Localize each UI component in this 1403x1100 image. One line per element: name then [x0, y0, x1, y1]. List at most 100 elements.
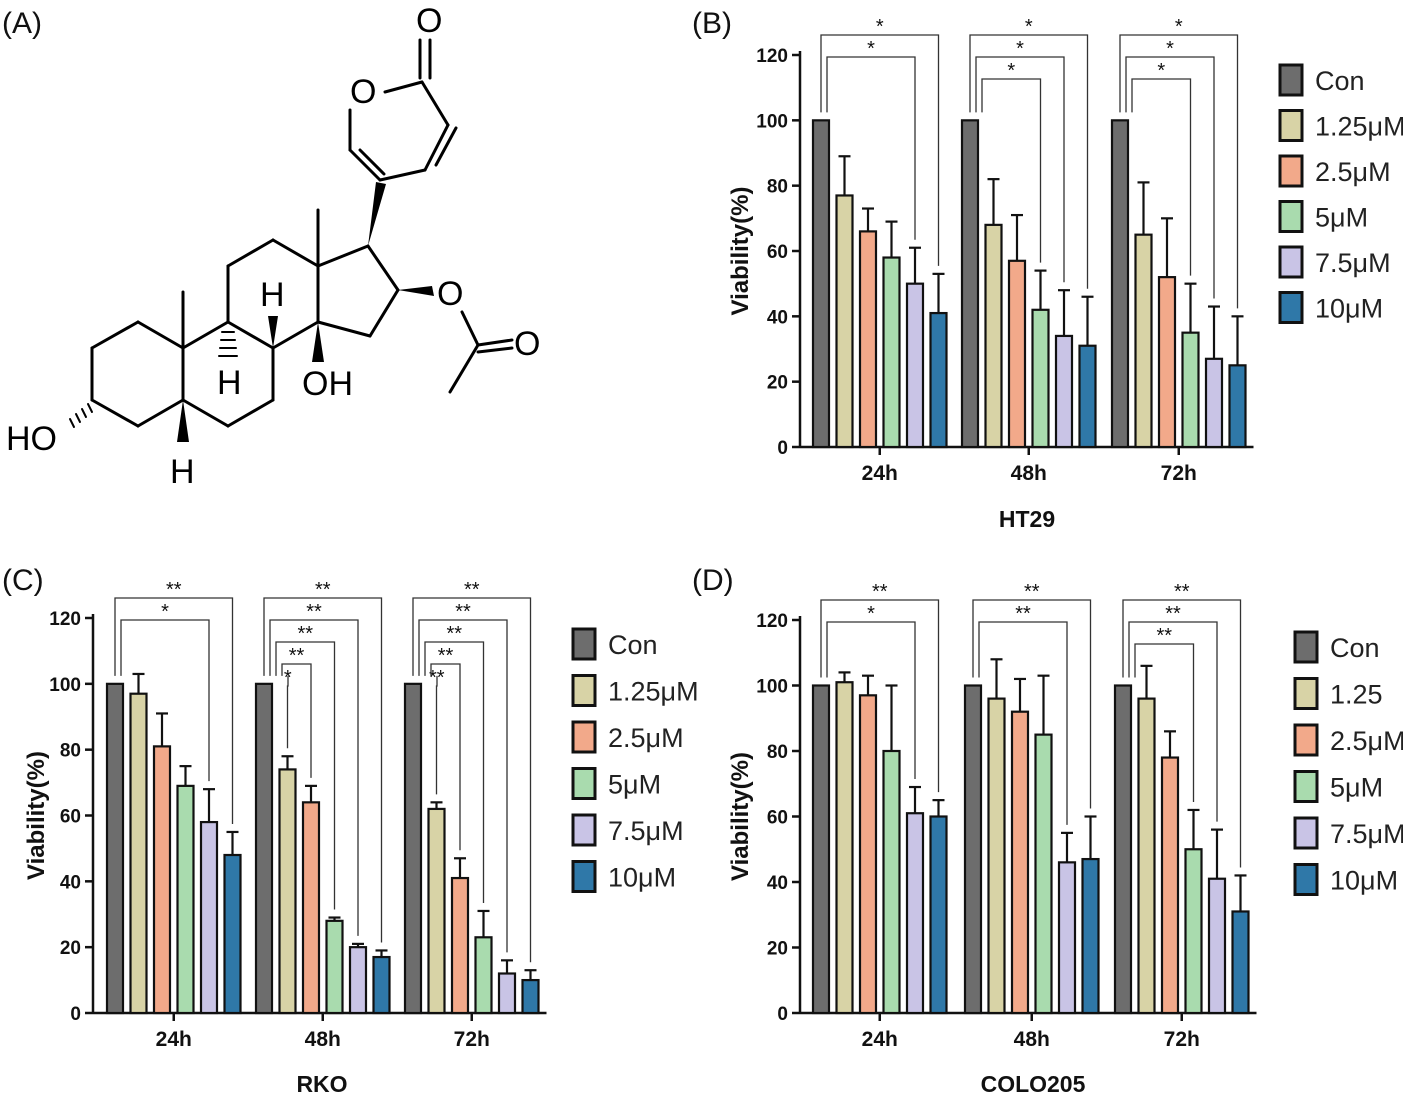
legend-label: 5μM [608, 770, 661, 800]
legend-label: 10μM [608, 863, 676, 893]
pyranone-wedge [368, 182, 386, 246]
y-tick-label: 120 [756, 46, 788, 67]
y-tick-label: 20 [60, 938, 81, 959]
legend-swatch-2.5 [571, 720, 597, 754]
significance-marker: ** [166, 579, 182, 601]
bar-Con-72h [1113, 684, 1133, 1015]
significance-bracket [263, 597, 383, 943]
significance-marker: * [1025, 16, 1033, 38]
bar-2.5-24h [152, 745, 172, 1015]
ester-wedge [398, 286, 434, 296]
significance-bracket [1134, 643, 1195, 802]
legend-swatch-2.5 [1278, 154, 1304, 188]
bar-2.5-72h [1160, 756, 1180, 1015]
significance-marker: ** [872, 581, 888, 603]
x-tick-label: 24h [862, 1028, 898, 1051]
bar-5-24h [882, 256, 901, 449]
significance-bracket [1119, 34, 1239, 309]
y-tick-label: 100 [756, 677, 788, 698]
significance-bracket [1128, 621, 1218, 822]
significance-bracket [275, 641, 336, 910]
legend-swatch-7.5 [1278, 245, 1304, 279]
bar-5-48h [325, 919, 344, 1015]
x-tick-label: 24h [862, 462, 898, 485]
significance-marker: ** [464, 579, 480, 601]
legend-label: 1.25 [1330, 680, 1383, 710]
bar-7.5-24h [905, 282, 925, 449]
y-tick-label: 0 [777, 1004, 788, 1025]
y-tick-label: 40 [60, 872, 81, 893]
bar-7.5-72h [1204, 357, 1224, 449]
h-bottom-wedge [177, 400, 189, 442]
bar-1.25-24h [129, 692, 148, 1015]
bar-10-72h [521, 978, 540, 1015]
legend-label: 10μM [1330, 866, 1398, 896]
ring-b [181, 320, 275, 428]
significance-marker: ** [297, 623, 313, 645]
molecule-structure [69, 38, 514, 428]
bar-Con-24h [811, 684, 831, 1015]
bar-2.5-72h [450, 876, 470, 1015]
panel-label-b: (B) [692, 7, 732, 40]
x-axis-title: HT29 [999, 506, 1055, 532]
x-tick-label: 48h [1011, 462, 1047, 485]
legend-label: 2.5μM [608, 723, 684, 753]
atom-h-top: H [260, 276, 285, 314]
bar-7.5-72h [1207, 877, 1227, 1015]
significance-bracket [826, 621, 916, 780]
bar-1.25-72h [427, 807, 446, 1015]
significance-marker: * [1007, 60, 1015, 82]
significance-bracket [972, 599, 1092, 809]
bar-Con-72h [403, 682, 423, 1015]
significance-marker: ** [306, 601, 322, 623]
atom-h-bottom: H [170, 453, 195, 491]
bar-2.5-72h [1157, 276, 1177, 449]
significance-marker: ** [315, 579, 331, 601]
significance-marker: * [161, 601, 169, 623]
bar-10-72h [1231, 910, 1250, 1015]
legend-swatch-Con [571, 627, 597, 661]
legend-label: 5μM [1330, 773, 1383, 803]
significance-marker: * [1016, 38, 1024, 60]
x-tick-label: 24h [156, 1028, 192, 1051]
atom-o-carbonyl: O [416, 2, 442, 40]
significance-marker: * [284, 667, 292, 689]
x-axis-title: COLO205 [981, 1071, 1086, 1097]
panel-label-d: (D) [692, 564, 734, 597]
bar-Con-24h [105, 682, 125, 1015]
atom-h-mid: H [217, 364, 242, 402]
acetyl-group [448, 310, 514, 394]
y-tick-label: 60 [60, 807, 81, 828]
legend-swatch-7.5 [571, 813, 597, 847]
significance-marker: * [1157, 60, 1165, 82]
bar-1.25-72h [1134, 233, 1153, 449]
legend-swatch-Con [1278, 63, 1304, 97]
bar-7.5-24h [199, 820, 219, 1015]
y-tick-label: 0 [777, 438, 788, 459]
ring-c [226, 238, 320, 350]
significance-bracket [975, 56, 1065, 283]
legend-swatch-5 [571, 767, 597, 800]
bar-5-24h [882, 749, 901, 1015]
legend-label: 5μM [1315, 203, 1368, 233]
bar-10-48h [1078, 344, 1097, 449]
y-tick-label: 20 [767, 939, 788, 960]
significance-bracket [120, 619, 210, 782]
y-axis-title: Viability(%) [23, 751, 50, 880]
legend-swatch-1.25 [1293, 677, 1319, 710]
legend-swatch-10 [1278, 291, 1304, 324]
pyranone-ring [348, 38, 458, 182]
bar-10-24h [929, 815, 948, 1015]
significance-bracket [412, 597, 532, 963]
y-tick-label: 80 [767, 742, 788, 763]
significance-bracket [826, 56, 916, 240]
legend-swatch-2.5 [1293, 723, 1319, 757]
significance-marker: * [876, 16, 884, 38]
bar-7.5-48h [348, 946, 368, 1015]
bar-5-72h [1181, 331, 1200, 449]
significance-marker: ** [455, 601, 471, 623]
y-tick-label: 80 [60, 741, 81, 762]
x-axis-title: RKO [296, 1071, 347, 1097]
